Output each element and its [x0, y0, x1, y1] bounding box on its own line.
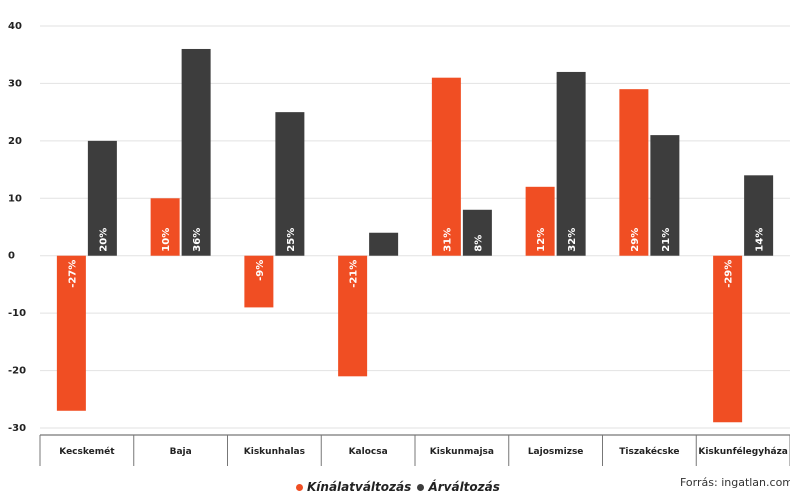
data-label: 14% [755, 228, 766, 252]
y-tick-label: 20 [8, 136, 22, 147]
y-tick-label: -30 [8, 423, 26, 434]
bar-supply [431, 77, 461, 256]
legend-item-supply: Kínálatváltozás [294, 480, 411, 494]
x-category-label: Kiskunhalas [244, 447, 305, 457]
bar-price [650, 135, 680, 256]
y-tick-label: -20 [8, 366, 26, 377]
y-tick-label: 40 [8, 21, 22, 32]
bar-price [87, 140, 117, 256]
bar-supply [56, 255, 86, 411]
data-label: 21% [661, 228, 672, 252]
x-category-label: Lajosmizse [528, 447, 584, 457]
bar-price [181, 48, 211, 256]
data-label: -29% [724, 260, 735, 288]
data-label: 8% [473, 235, 484, 252]
data-label: 29% [630, 228, 641, 252]
data-label: 25% [286, 228, 297, 252]
data-label: 12% [536, 228, 547, 252]
legend-label-supply: Kínálatváltozás [307, 480, 412, 494]
bar-supply [150, 198, 180, 256]
legend-swatch-supply [296, 483, 303, 491]
y-tick-label: 10 [8, 193, 22, 204]
bar-supply [619, 89, 649, 256]
bar-price [556, 71, 586, 256]
y-tick-label: -10 [8, 308, 26, 319]
data-label: -21% [349, 260, 360, 288]
bar-supply [338, 255, 368, 377]
x-category-label: Kecskemét [59, 446, 115, 457]
bars: -27% 20% 10% 36% -9% 25% -21% 31% 8% 12% 32% 29% 21%… [56, 48, 774, 423]
data-label: 31% [442, 228, 453, 252]
source-note: Forrás: ingatlan.com [680, 476, 790, 489]
data-label: 10% [161, 228, 172, 252]
bar-supply [244, 255, 274, 308]
x-category-label: Tiszakécske [619, 446, 679, 457]
data-label: 32% [567, 228, 578, 252]
legend-swatch-price [417, 483, 425, 491]
bar-price [744, 175, 774, 256]
x-axis: Kecskemét Baja Kiskunhalas Kalocsa Kiskunmaj… [39, 434, 790, 466]
x-category-label: Kiskunmajsa [430, 447, 494, 457]
x-category-label: Kalocsa [349, 447, 388, 457]
x-category-label: Baja [170, 447, 192, 457]
legend-item-price: Árváltozás [415, 480, 500, 494]
bar-price [275, 112, 305, 256]
bar-supply [525, 186, 555, 256]
bar-supply [713, 255, 743, 423]
y-tick-label: 0 [8, 251, 15, 262]
data-label: -9% [255, 260, 266, 281]
x-category-label: Kiskunfélegyháza [698, 446, 788, 457]
bar-price [369, 232, 399, 256]
legend-label-price: Árváltozás [428, 480, 500, 494]
data-label: 36% [192, 228, 203, 252]
legend: Kínálatváltozás Árváltozás [294, 480, 500, 494]
data-label: -27% [67, 260, 78, 288]
data-label: 20% [98, 228, 109, 252]
y-axis-ticks: 40 30 20 10 0 -10 -20 -30 [8, 21, 26, 434]
bar-price [462, 209, 492, 256]
y-tick-label: 30 [8, 78, 22, 89]
